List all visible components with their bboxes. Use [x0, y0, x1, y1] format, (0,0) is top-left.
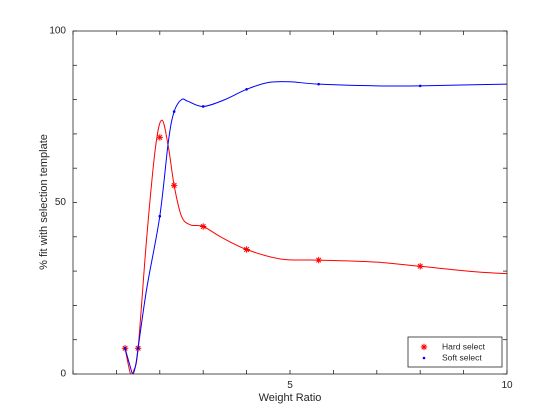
data-point-hard-select: [156, 134, 163, 141]
data-point-soft-select: [123, 346, 127, 350]
series-soft-select: [123, 81, 507, 374]
data-point-soft-select: [317, 82, 320, 86]
data-point-soft-select: [201, 105, 205, 108]
series-layer: [121, 81, 507, 374]
y-tick-label: 50: [55, 197, 67, 208]
legend-label-soft-select: Soft select: [442, 352, 482, 362]
x-axis-label: Weight Ratio: [259, 392, 322, 404]
legend-marker-soft-select: [422, 356, 426, 360]
data-point-soft-select: [136, 346, 140, 350]
legend-symbol-soft-select: [422, 356, 426, 360]
legend-marker-hard-select: [420, 343, 428, 351]
plot-area: [73, 31, 507, 374]
y-tick-label: 0: [60, 369, 66, 380]
data-point-soft-select: [158, 214, 162, 218]
legend-label-hard-select: Hard select: [442, 341, 486, 351]
x-tick-label: 10: [501, 380, 513, 391]
plot-frame: [72, 30, 508, 375]
y-tick-label: 100: [49, 26, 66, 37]
y-axis-label: % fit with selection template: [38, 134, 50, 270]
data-point-hard-select: [170, 182, 178, 189]
data-point-hard-select: [200, 223, 207, 230]
data-point-hard-select: [243, 246, 250, 253]
legend-symbol-hard-select: [420, 343, 428, 351]
data-point-soft-select: [172, 110, 176, 113]
data-point-hard-select: [417, 263, 424, 270]
data-point-soft-select: [245, 88, 248, 91]
x-tick-label: 5: [287, 380, 293, 391]
legend: Hard select Soft select: [407, 336, 503, 368]
legend-box: [407, 336, 503, 368]
data-point-hard-select: [315, 256, 322, 264]
data-point-soft-select: [418, 84, 422, 88]
